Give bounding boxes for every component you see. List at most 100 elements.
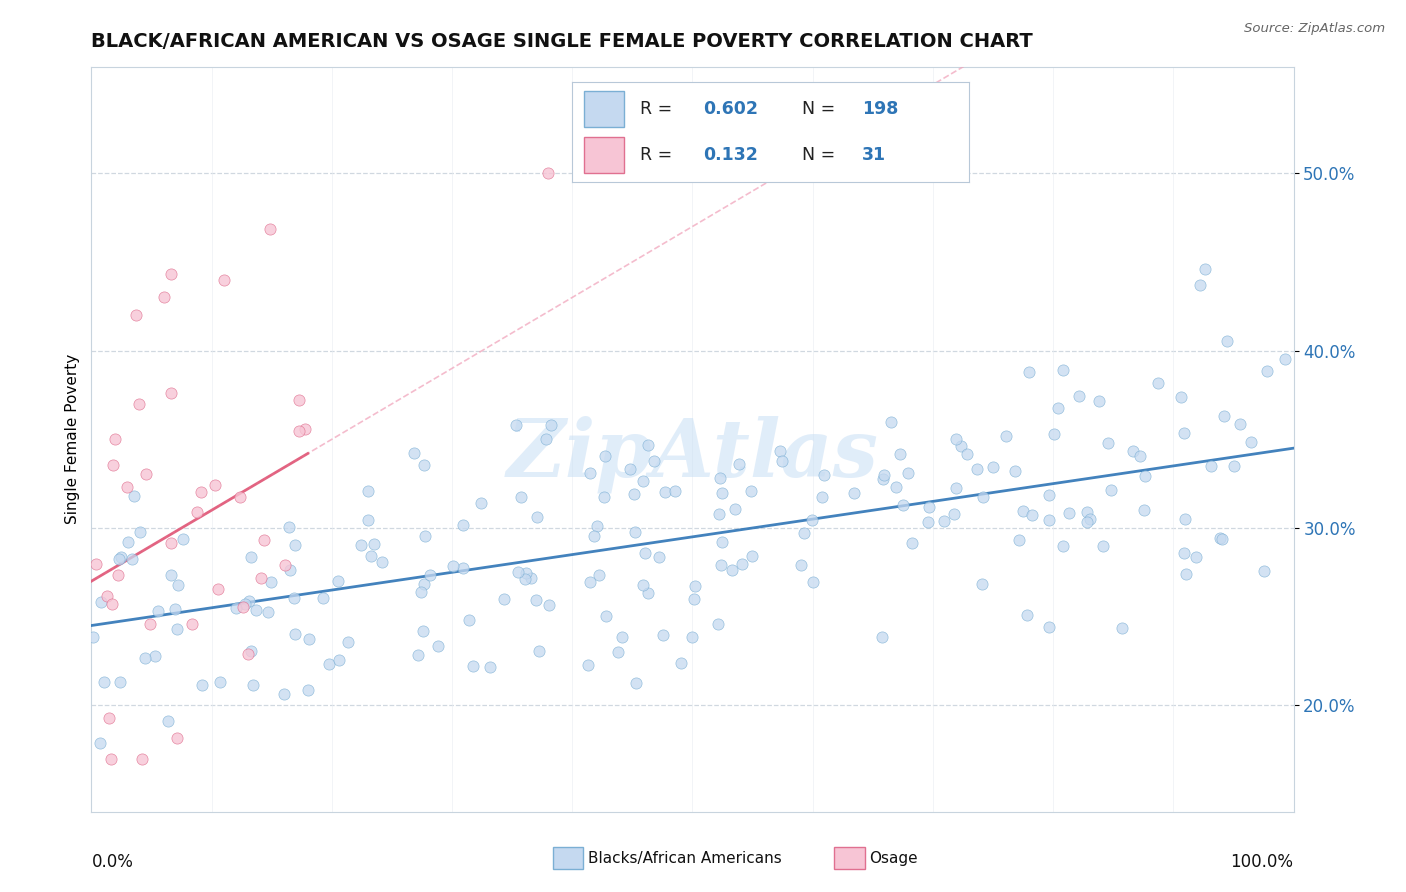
Point bbox=[328, 653, 350, 667]
Point bbox=[681, 630, 703, 644]
Point bbox=[579, 467, 602, 481]
Point bbox=[607, 645, 630, 659]
Point bbox=[357, 484, 380, 499]
Point bbox=[235, 597, 257, 611]
Point bbox=[1038, 488, 1060, 502]
Point bbox=[1184, 550, 1206, 565]
Point bbox=[96, 589, 118, 603]
Point bbox=[457, 613, 479, 627]
Point bbox=[709, 507, 731, 521]
Point bbox=[134, 651, 156, 665]
Point bbox=[273, 687, 295, 701]
Point bbox=[426, 639, 449, 653]
Point bbox=[595, 609, 617, 624]
Point bbox=[942, 507, 965, 521]
Point bbox=[1170, 390, 1192, 404]
Point bbox=[297, 683, 319, 698]
Point bbox=[1052, 539, 1074, 553]
Point bbox=[360, 549, 382, 563]
Point bbox=[897, 466, 920, 480]
Point bbox=[115, 479, 138, 493]
Point bbox=[89, 736, 111, 750]
Point bbox=[181, 616, 204, 631]
Point bbox=[966, 461, 988, 475]
Point bbox=[163, 602, 186, 616]
Point bbox=[101, 597, 124, 611]
Point bbox=[612, 630, 634, 644]
Point bbox=[167, 578, 190, 592]
Point bbox=[631, 578, 654, 592]
Point bbox=[515, 566, 537, 580]
Point bbox=[326, 574, 349, 589]
Point bbox=[1076, 515, 1098, 529]
Point bbox=[1057, 506, 1080, 520]
Point bbox=[1122, 444, 1144, 458]
Point bbox=[634, 546, 657, 560]
Point bbox=[160, 267, 183, 281]
Point bbox=[350, 538, 373, 552]
Point bbox=[593, 490, 616, 504]
Point bbox=[579, 574, 602, 589]
Point bbox=[727, 457, 749, 471]
Point bbox=[1038, 619, 1060, 633]
Point bbox=[412, 576, 434, 591]
Point bbox=[1018, 365, 1040, 379]
Point bbox=[159, 536, 181, 550]
Point bbox=[1173, 546, 1195, 560]
Text: Osage: Osage bbox=[869, 851, 918, 865]
Point bbox=[124, 308, 146, 322]
Point bbox=[588, 567, 610, 582]
Point bbox=[842, 486, 865, 500]
Point bbox=[122, 489, 145, 503]
Point bbox=[229, 490, 252, 504]
Point bbox=[1091, 539, 1114, 553]
Point bbox=[731, 557, 754, 571]
Point bbox=[1046, 401, 1069, 416]
Point bbox=[1199, 459, 1222, 474]
Point bbox=[1111, 621, 1133, 635]
Point bbox=[108, 675, 131, 690]
Point bbox=[801, 575, 824, 590]
Point bbox=[156, 714, 179, 728]
Point bbox=[412, 458, 434, 473]
Text: BLACK/AFRICAN AMERICAN VS OSAGE SINGLE FEMALE POVERTY CORRELATION CHART: BLACK/AFRICAN AMERICAN VS OSAGE SINGLE F… bbox=[91, 32, 1033, 52]
Point bbox=[664, 484, 686, 499]
Point bbox=[1216, 334, 1239, 349]
Point bbox=[413, 529, 436, 543]
Point bbox=[513, 572, 536, 586]
Point bbox=[1229, 417, 1251, 432]
Point bbox=[950, 439, 973, 453]
Point bbox=[711, 535, 734, 549]
Point bbox=[419, 568, 441, 582]
Point bbox=[283, 591, 305, 605]
Point bbox=[811, 490, 834, 504]
Point bbox=[172, 532, 194, 546]
Point bbox=[1129, 449, 1152, 463]
Point bbox=[671, 656, 693, 670]
Point bbox=[242, 678, 264, 692]
Point bbox=[526, 510, 548, 524]
Point bbox=[143, 648, 166, 663]
Point bbox=[1012, 504, 1035, 518]
Point bbox=[870, 630, 893, 644]
Point bbox=[872, 472, 894, 486]
Point bbox=[371, 555, 394, 569]
Point bbox=[110, 550, 132, 565]
Point bbox=[917, 515, 939, 529]
Point bbox=[117, 534, 139, 549]
Point bbox=[1274, 352, 1296, 367]
Point bbox=[1097, 435, 1119, 450]
Point bbox=[537, 166, 560, 180]
Point bbox=[259, 222, 281, 236]
Point bbox=[93, 674, 115, 689]
Point bbox=[208, 674, 231, 689]
Point bbox=[232, 599, 254, 614]
Point bbox=[772, 454, 794, 468]
Point bbox=[298, 632, 321, 647]
Point bbox=[451, 518, 474, 533]
Point bbox=[294, 422, 316, 436]
Point bbox=[1015, 607, 1038, 622]
Point bbox=[880, 415, 903, 429]
Point bbox=[901, 536, 924, 550]
Point bbox=[983, 459, 1005, 474]
